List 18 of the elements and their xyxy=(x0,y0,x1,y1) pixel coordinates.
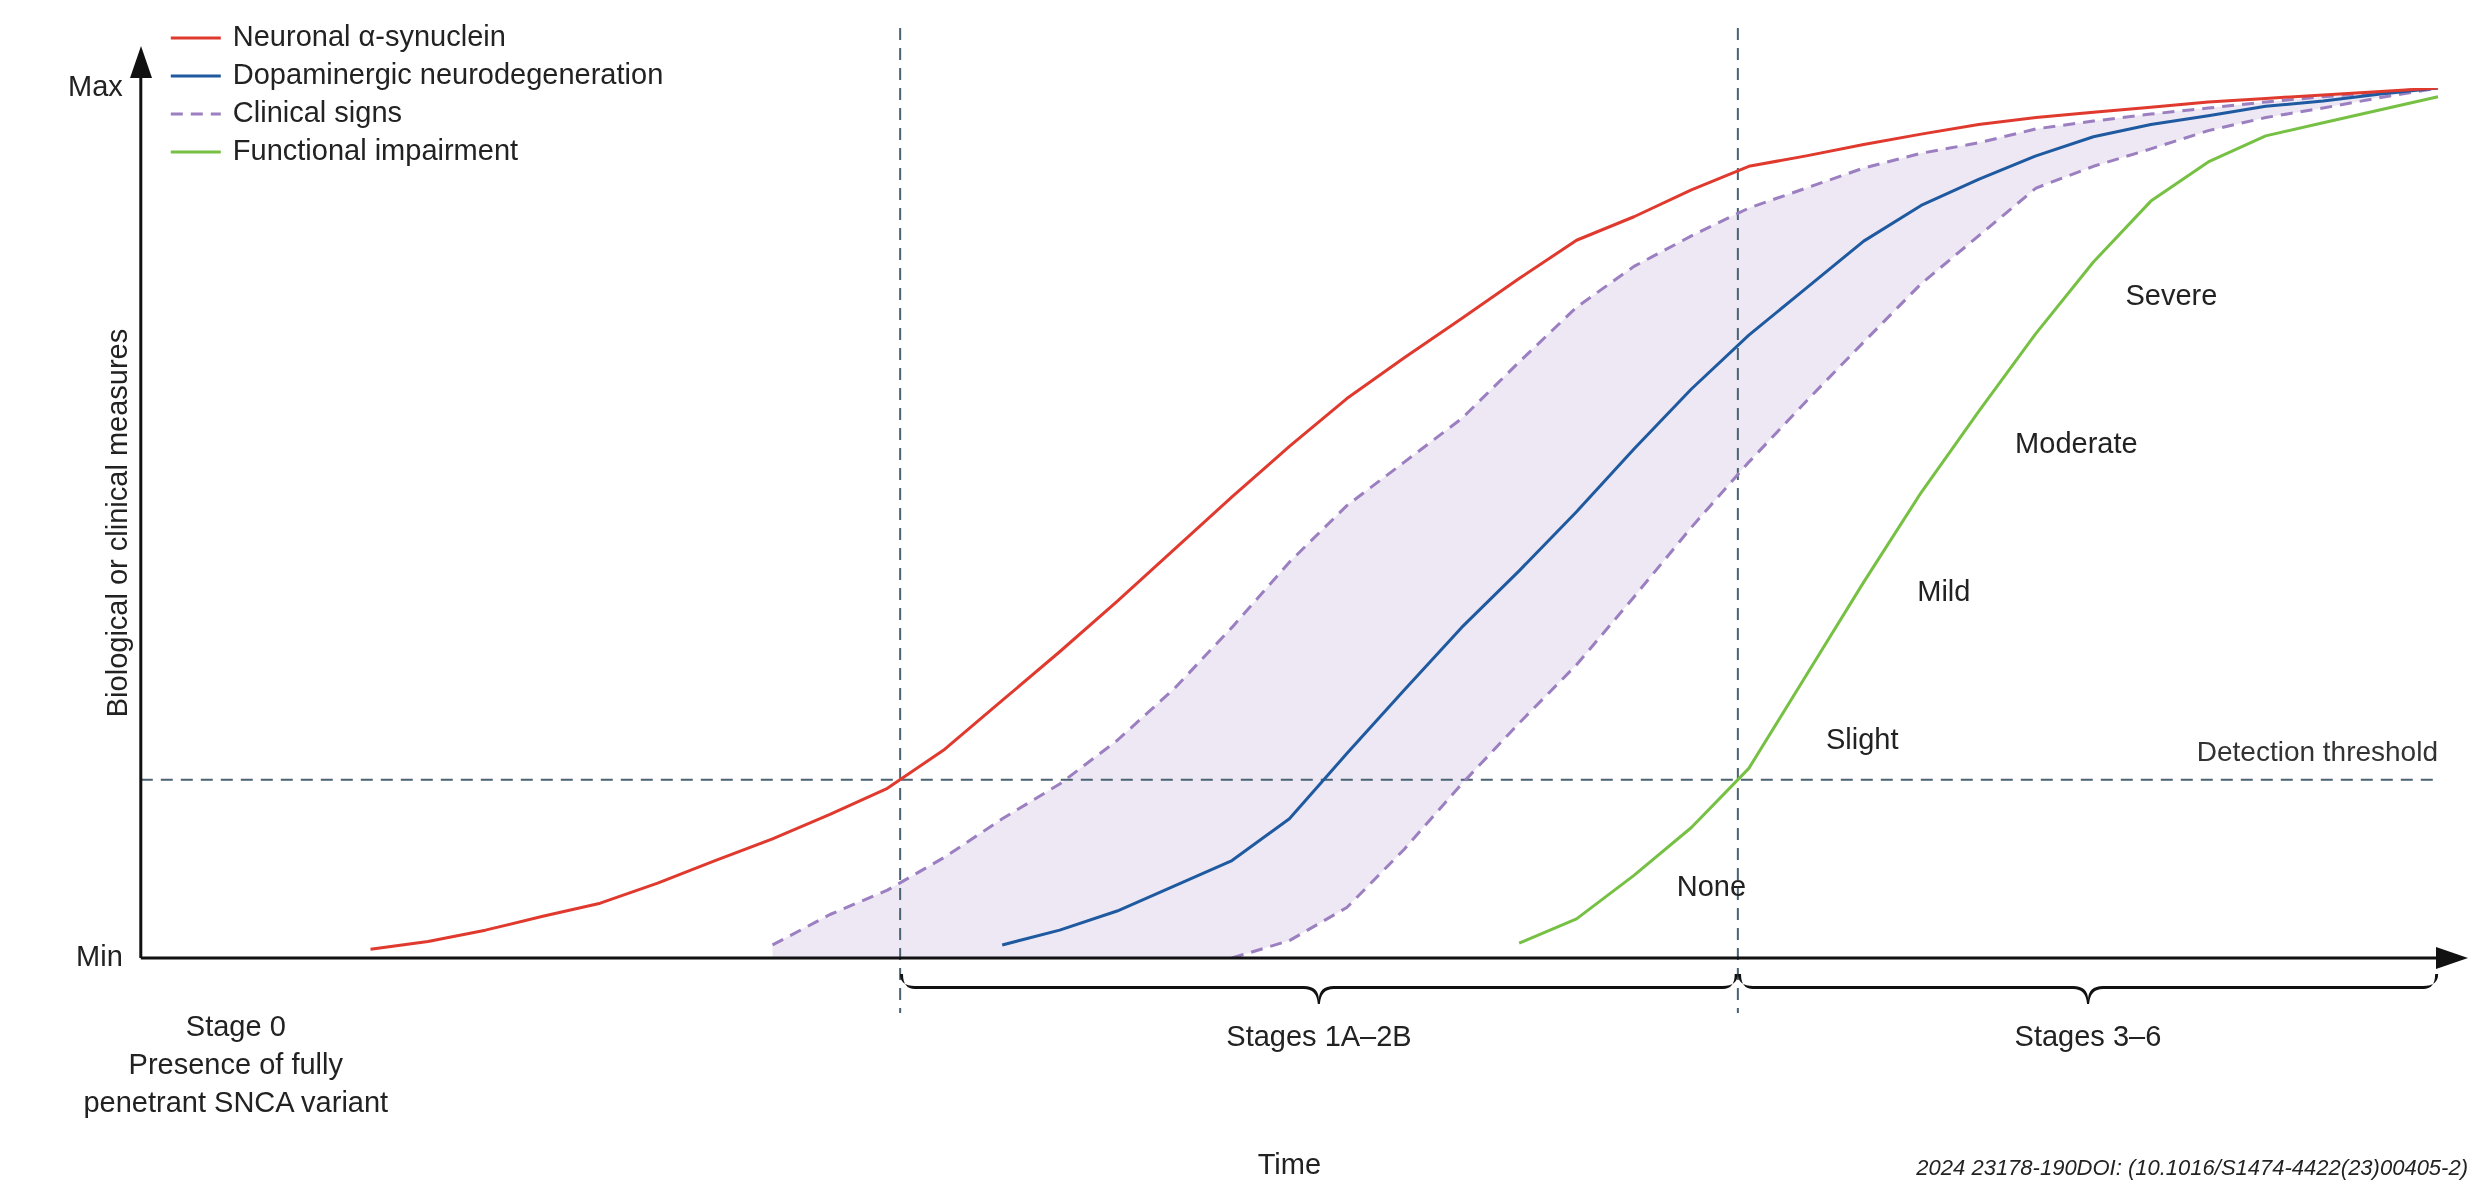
annotation: Moderate xyxy=(2015,426,2138,459)
legend-label: Dopaminergic neurodegeneration xyxy=(232,58,664,90)
text: Stages 3–6 xyxy=(2014,1019,2162,1052)
text: Max xyxy=(68,70,124,102)
y-axis-title: Biological or clinical measures xyxy=(101,328,134,718)
annotation: Slight xyxy=(1826,722,1899,755)
text: Stages 1A–2B xyxy=(1226,1019,1412,1052)
text: Time xyxy=(1257,1147,1322,1180)
text: Stage 0 Presence of fully penetrant SNCA variant xyxy=(83,1009,389,1118)
text: 2024 23178-190DOI: (10.1016/S1474-4422(23)00405-2) xyxy=(1915,1155,2468,1181)
ref-line-label: Detection threshold xyxy=(2196,736,2438,768)
annotation: Severe xyxy=(2125,278,2218,311)
legend-label: Clinical signs xyxy=(232,96,403,128)
text: Min xyxy=(76,940,123,972)
annotation: None xyxy=(1676,870,1747,903)
legend-label: Functional impairment xyxy=(232,134,519,166)
legend-label: Neuronal α-synuclein xyxy=(232,20,506,52)
annotation: Mild xyxy=(1917,574,1971,607)
